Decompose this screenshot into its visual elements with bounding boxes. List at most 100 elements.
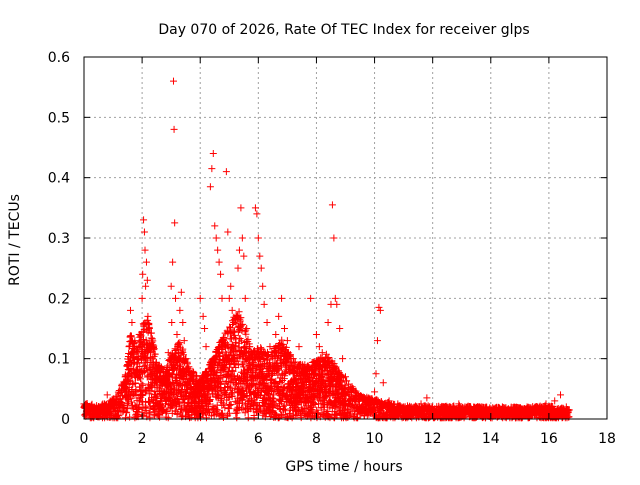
data-point xyxy=(228,367,236,375)
data-point xyxy=(126,306,134,314)
data-point xyxy=(175,361,183,369)
y-tick-label: 0.4 xyxy=(48,171,70,187)
data-point xyxy=(237,314,245,322)
y-tick-label: 0.5 xyxy=(48,110,70,126)
data-point xyxy=(202,414,210,422)
data-point xyxy=(237,204,245,212)
data-point xyxy=(208,165,216,173)
data-point xyxy=(212,234,220,242)
data-point xyxy=(235,343,243,351)
data-point xyxy=(239,320,247,328)
data-point xyxy=(224,228,232,236)
data-point xyxy=(423,394,431,402)
data-point xyxy=(179,318,187,326)
data-point xyxy=(151,350,159,358)
y-axis-label: ROTI / TECUs xyxy=(7,194,23,286)
data-point xyxy=(180,401,188,409)
data-point xyxy=(246,368,254,376)
x-tick-label: 10 xyxy=(366,431,384,447)
data-point xyxy=(239,394,247,402)
data-point xyxy=(242,326,250,334)
data-point xyxy=(372,370,380,378)
data-point xyxy=(115,412,123,420)
data-point xyxy=(138,380,146,388)
data-point xyxy=(271,379,279,387)
x-tick-label: 4 xyxy=(196,431,205,447)
data-point xyxy=(179,351,187,359)
data-point xyxy=(253,210,261,218)
data-point xyxy=(143,276,151,284)
data-point xyxy=(177,386,185,394)
data-point xyxy=(123,408,131,416)
y-tick-label: 0.2 xyxy=(48,291,70,307)
data-point xyxy=(190,368,198,376)
data-point xyxy=(241,409,249,417)
data-point xyxy=(215,258,223,266)
data-point xyxy=(176,354,184,362)
data-point xyxy=(231,331,239,339)
data-point xyxy=(222,168,230,176)
data-point xyxy=(336,325,344,332)
data-point xyxy=(172,294,180,302)
data-point xyxy=(242,376,250,384)
x-axis-label: GPS time / hours xyxy=(285,459,402,475)
data-point xyxy=(128,318,136,326)
data-point xyxy=(224,411,232,419)
data-point xyxy=(139,412,147,420)
data-point xyxy=(256,252,264,260)
y-tick-label: 0 xyxy=(61,412,70,428)
data-point xyxy=(139,270,147,278)
y-tick-label: 0.3 xyxy=(48,231,70,247)
data-point xyxy=(146,414,154,422)
data-point xyxy=(206,183,214,191)
data-point xyxy=(225,383,233,391)
data-point xyxy=(170,125,178,133)
data-point xyxy=(151,412,159,420)
data-point xyxy=(213,368,221,376)
data-point xyxy=(376,306,384,314)
y-tick-label: 0.6 xyxy=(48,50,70,66)
data-point xyxy=(135,405,143,413)
data-point xyxy=(146,404,154,412)
data-point xyxy=(232,338,240,346)
data-point xyxy=(198,395,206,403)
data-point xyxy=(176,306,184,314)
data-point xyxy=(275,312,283,320)
data-point xyxy=(278,294,286,302)
data-point xyxy=(272,410,280,418)
data-point xyxy=(247,394,255,402)
data-point xyxy=(260,300,268,308)
data-point xyxy=(238,234,246,242)
data-point xyxy=(177,288,185,296)
data-point xyxy=(261,359,269,367)
data-point xyxy=(127,398,135,406)
data-point xyxy=(211,222,219,230)
data-point xyxy=(228,306,236,314)
data-point xyxy=(276,340,284,348)
data-point xyxy=(209,150,217,158)
data-point xyxy=(312,331,320,339)
data-point xyxy=(137,375,145,383)
data-point xyxy=(138,294,146,302)
data-point xyxy=(240,252,248,260)
x-tick-label: 12 xyxy=(424,431,442,447)
data-point xyxy=(272,401,280,409)
x-tick-label: 8 xyxy=(312,431,321,447)
data-point xyxy=(270,395,278,403)
data-point xyxy=(331,294,339,302)
data-point xyxy=(219,413,227,421)
data-point xyxy=(168,318,176,326)
data-point xyxy=(230,372,238,380)
x-tick-label: 2 xyxy=(138,431,147,447)
data-point xyxy=(240,344,248,352)
y-tick-label: 0.1 xyxy=(48,352,70,368)
data-point xyxy=(103,391,111,399)
data-point xyxy=(257,345,265,353)
x-tick-label: 16 xyxy=(540,431,558,447)
data-point xyxy=(140,216,148,224)
data-point xyxy=(142,355,150,363)
x-tick-label: 0 xyxy=(80,431,89,447)
data-point xyxy=(218,294,226,302)
